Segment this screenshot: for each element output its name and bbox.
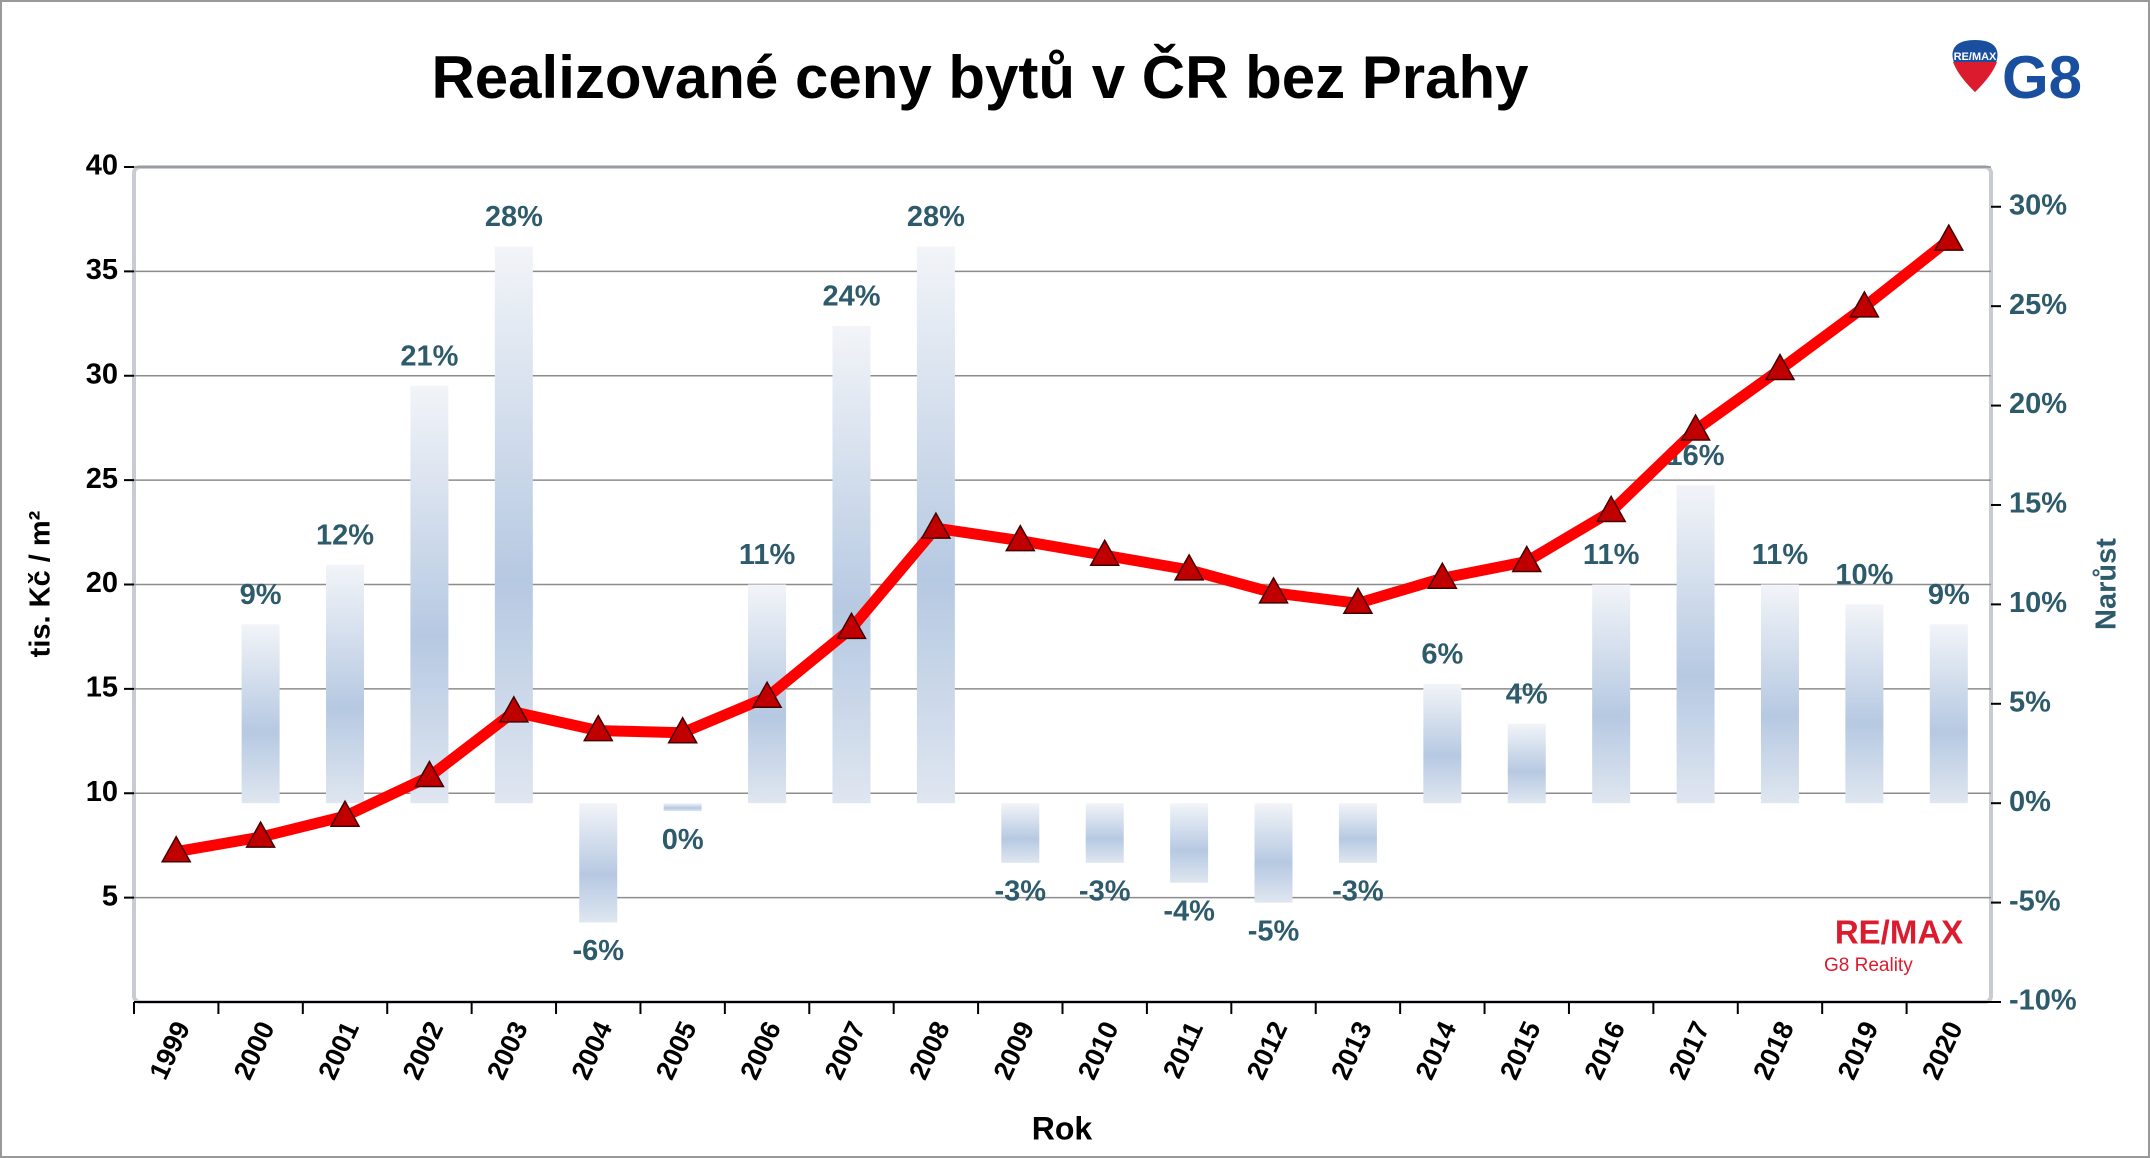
data-label: 11%: [739, 539, 796, 571]
data-label: -5%: [1248, 915, 1300, 947]
y2-tick-label: 5%: [2009, 686, 2051, 718]
bar: [326, 564, 365, 804]
data-label: 21%: [400, 340, 458, 372]
marker: [1258, 576, 1289, 604]
y2-tick-label: 0%: [2009, 786, 2051, 818]
logo-brand: RE/MAX: [1954, 51, 1997, 63]
logo-mark: G8: [2002, 44, 2082, 111]
data-label: 0%: [662, 824, 704, 856]
bar: [1592, 584, 1631, 804]
data-label: 28%: [907, 201, 965, 233]
y2-tick-label: 15%: [2009, 488, 2067, 520]
bar: [579, 803, 618, 923]
marker: [751, 680, 783, 708]
bar: [1338, 803, 1377, 863]
marker: [1511, 545, 1543, 573]
y-tick-label: 15: [86, 672, 118, 704]
logo-bottom: RE/MAX G8 Reality: [1824, 914, 1963, 976]
data-label: -3%: [1079, 875, 1131, 907]
line: [175, 235, 1953, 858]
marker: [1173, 553, 1205, 581]
marker: [1595, 494, 1627, 523]
marker: [667, 716, 698, 744]
data-label: 12%: [316, 519, 374, 551]
bar: [1676, 485, 1715, 804]
bar: [410, 385, 449, 804]
data-label: 10%: [1835, 559, 1893, 591]
bar: [1085, 803, 1124, 863]
y2-tick-label: -5%: [2009, 885, 2061, 917]
marker: [160, 835, 192, 863]
bar: [1929, 624, 1968, 804]
bar: [1845, 604, 1884, 804]
y2-tick-label: -10%: [2009, 985, 2077, 1017]
y2-axis-label: Narůst: [2091, 538, 2123, 630]
chart-title: Realizované ceny bytů v ČR bez Prahy: [431, 44, 1529, 111]
data-label: 28%: [485, 201, 543, 233]
bar: [1423, 683, 1462, 804]
marker: [582, 714, 614, 742]
data-label: 4%: [1506, 678, 1548, 710]
marker: [1680, 413, 1711, 441]
marker: [836, 611, 867, 640]
data-label: -6%: [572, 935, 624, 967]
y-axis-label: tis. Kč / m²: [25, 510, 57, 657]
marker: [329, 799, 361, 827]
data-label: -3%: [995, 875, 1047, 907]
y-tick-label: 20: [86, 567, 118, 599]
data-label: 6%: [1421, 639, 1463, 671]
bar: [1507, 723, 1546, 804]
marker: [1005, 524, 1036, 552]
data-label: -4%: [1163, 895, 1215, 927]
y2-tick-label: 25%: [2009, 289, 2067, 321]
balloon-band: [1953, 62, 1997, 92]
marker: [245, 820, 276, 848]
y-tick-label: 35: [86, 254, 118, 286]
bar: [1254, 803, 1293, 903]
marker: [1342, 586, 1374, 615]
data-label: 9%: [1928, 579, 1970, 611]
bar: [663, 803, 702, 812]
y-tick-label: 40: [86, 150, 118, 182]
data-label: 9%: [240, 579, 282, 611]
data-label: 11%: [1583, 539, 1640, 571]
logo-sub: G8 Reality: [1824, 955, 1913, 976]
y-tick-label: 5: [102, 880, 118, 912]
marker: [1427, 561, 1458, 589]
y2-tick-label: 20%: [2009, 388, 2067, 420]
bar: [241, 624, 280, 804]
logo-brand: RE/MAX: [1835, 914, 1963, 951]
y-tick-label: 10: [86, 776, 118, 808]
bar: [832, 326, 871, 804]
marker: [920, 511, 952, 539]
y2-tick-label: 10%: [2009, 587, 2067, 619]
bar: [1170, 803, 1209, 883]
y-tick-label: 25: [86, 463, 118, 495]
data-label: -3%: [1332, 875, 1384, 907]
marker: [414, 760, 445, 788]
bar: [1760, 584, 1799, 804]
marker: [1089, 538, 1120, 567]
marker: [1933, 223, 1965, 251]
y-tick-label: 30: [86, 358, 118, 390]
data-label: 11%: [1752, 539, 1809, 571]
marker: [1764, 352, 1796, 381]
data-label: 24%: [822, 281, 880, 313]
bar: [1001, 803, 1040, 863]
logo-top: RE/MAX G8: [1952, 40, 2082, 111]
marker: [498, 695, 530, 723]
marker: [1849, 290, 1880, 318]
x-axis-label: Rok: [1032, 1110, 1093, 1146]
y2-tick-label: 30%: [2009, 189, 2067, 221]
